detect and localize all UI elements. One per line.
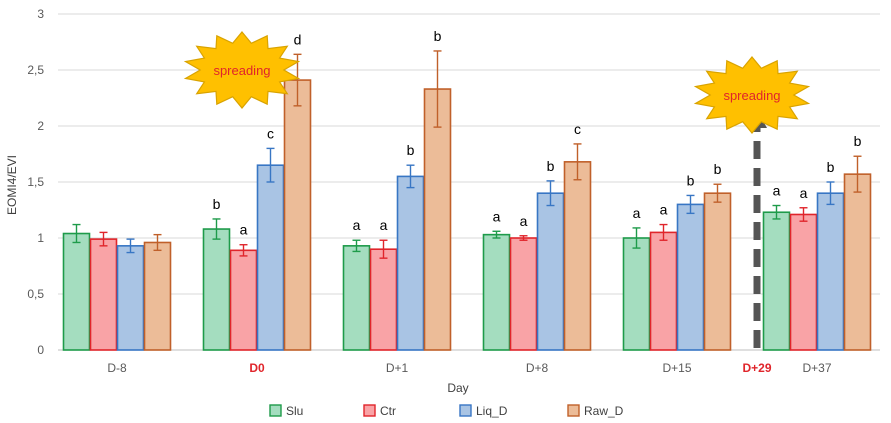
bar	[536, 192, 565, 351]
bar	[62, 232, 91, 351]
legend: Slu Ctr Liq_D Raw_D	[269, 404, 624, 418]
x-tick-label: D-8	[107, 361, 127, 375]
significance-letter: c	[267, 125, 274, 141]
bar	[563, 161, 592, 351]
significance-letter: b	[827, 159, 835, 175]
significance-letter: a	[493, 208, 501, 224]
bar	[482, 233, 511, 351]
legend-label: Liq_D	[476, 404, 508, 418]
bar-group: a a b b	[342, 28, 452, 351]
x-tick-label: D+8	[526, 361, 549, 375]
bar	[143, 241, 172, 351]
y-tick-label: 0	[37, 343, 44, 357]
bar	[789, 213, 818, 351]
significance-letter: b	[407, 142, 415, 158]
bar-group: a a b b	[622, 161, 732, 351]
bar-group: a a b b	[762, 133, 872, 351]
x-tick-label: D+37	[802, 361, 831, 375]
starburst-shape	[693, 56, 811, 134]
spreading-label: spreading	[213, 63, 270, 78]
bar	[423, 88, 452, 351]
x-marker-label: D+29	[742, 361, 771, 375]
legend-label: Raw_D	[584, 404, 624, 418]
legend-label: Ctr	[380, 404, 396, 418]
legend-swatch	[269, 404, 282, 417]
bar-group	[62, 223, 172, 351]
bar	[816, 192, 845, 351]
significance-letter: b	[547, 158, 555, 174]
spreading-annotations: spreading spreading	[183, 31, 811, 348]
x-tick-label: D+15	[662, 361, 691, 375]
y-tick-label: 2,5	[27, 63, 44, 77]
significance-letter: a	[633, 205, 641, 221]
bar	[762, 211, 791, 351]
y-tick-label: 3	[37, 7, 44, 21]
y-tick-label: 2	[37, 119, 44, 133]
significance-letter: b	[714, 161, 722, 177]
significance-letter: a	[773, 183, 781, 199]
legend-item: Liq_D	[459, 404, 508, 418]
significance-letter: a	[800, 185, 808, 201]
x-tick-label: D0	[249, 361, 265, 375]
bar-group: b a c d	[202, 31, 312, 351]
bar	[676, 203, 705, 351]
y-tick-label: 0,5	[27, 287, 44, 301]
significance-letter: d	[294, 31, 302, 47]
bar	[342, 245, 371, 351]
bar	[89, 238, 118, 351]
bar	[229, 249, 258, 351]
legend-item: Slu	[269, 404, 303, 418]
significance-letter: a	[353, 217, 361, 233]
significance-letter: b	[854, 133, 862, 149]
bar	[202, 228, 231, 351]
bar	[256, 164, 285, 351]
bar	[396, 175, 425, 351]
significance-letter: a	[380, 217, 388, 233]
significance-letter: a	[240, 222, 248, 238]
legend-item: Raw_D	[567, 404, 624, 418]
starburst-shape	[183, 31, 301, 109]
bar	[843, 173, 872, 351]
bar	[509, 237, 538, 351]
y-tick-label: 1,5	[27, 175, 44, 189]
bar	[283, 79, 312, 351]
x-axis-ticks: D-8 D0 D+1 D+8 D+15 D+37 D+29	[107, 361, 832, 375]
y-tick-label: 1	[37, 231, 44, 245]
x-axis-label: Day	[447, 381, 468, 395]
bar	[703, 192, 732, 351]
significance-letter: b	[687, 172, 695, 188]
legend-swatch	[567, 404, 580, 417]
spreading-label: spreading	[723, 88, 780, 103]
spreading-burst: spreading	[183, 31, 301, 109]
bar	[649, 231, 678, 351]
spreading-burst: spreading	[693, 56, 811, 134]
gridlines	[58, 13, 880, 351]
bar-group: a a b c	[482, 121, 592, 351]
legend-item: Ctr	[363, 404, 396, 418]
legend-swatch	[459, 404, 472, 417]
significance-letter: b	[434, 28, 442, 44]
significance-letter: a	[660, 202, 668, 218]
significance-letter: a	[520, 213, 528, 229]
bar	[369, 248, 398, 351]
legend-label: Slu	[286, 404, 303, 418]
legend-swatch	[363, 404, 376, 417]
bar	[622, 237, 651, 351]
y-axis-ticks: 0 0,5 1 1,5 2 2,5 3	[27, 7, 44, 357]
bar	[116, 245, 145, 351]
x-tick-label: D+1	[386, 361, 409, 375]
significance-letter: b	[213, 196, 221, 212]
significance-letter: c	[574, 121, 581, 137]
bar-groups: b a c d a a b b a a b c a a b b a a b b	[62, 28, 872, 351]
y-axis-label: EOMI4/EVI	[5, 155, 19, 215]
